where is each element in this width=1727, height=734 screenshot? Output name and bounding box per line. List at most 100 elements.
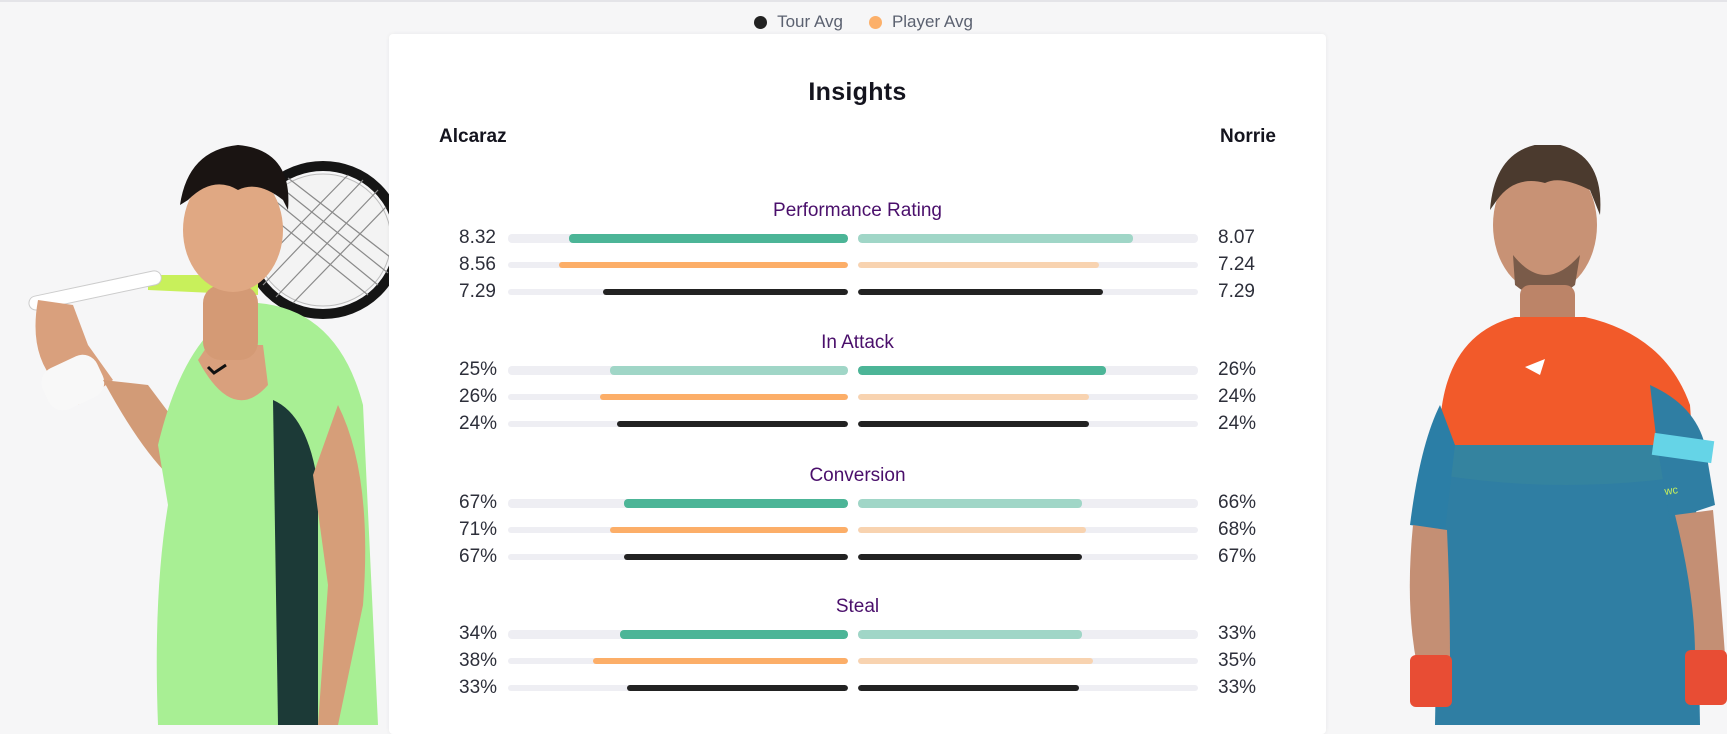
stat-bar-left <box>559 262 848 268</box>
stat-value-left: 25% <box>459 359 498 380</box>
stat-bar-track-right <box>858 527 1198 533</box>
stat-bar-track-left <box>508 629 848 639</box>
stat-value-left: 34% <box>459 623 498 644</box>
stat-bar-track-right <box>858 421 1198 427</box>
stat-row: 25% 26% <box>389 359 1326 381</box>
stat-bar-track-right <box>858 289 1198 295</box>
legend-label-tour-avg: Tour Avg <box>777 12 843 31</box>
stat-bar-right <box>858 262 1100 268</box>
stat-bar-track-left <box>508 527 848 533</box>
svg-text:wc: wc <box>1663 484 1679 498</box>
stat-bar-right <box>858 394 1090 400</box>
stat-group-title: Steal <box>835 596 880 617</box>
stat-row: 67% 66% <box>389 492 1326 514</box>
stat-bar-right <box>858 685 1079 691</box>
stat-bar-track-right <box>858 365 1198 375</box>
stat-group: Performance Rating 8.32 8.07 8.56 7.24 7.29 7.… <box>389 200 1326 320</box>
stat-value-left: 38% <box>459 650 498 671</box>
stat-row: 71% 68% <box>389 519 1326 541</box>
stat-value-right: 24% <box>1218 386 1257 407</box>
stat-bar-right <box>858 554 1083 560</box>
stat-bar-track-left <box>508 289 848 295</box>
stat-value-right: 67% <box>1218 546 1257 567</box>
stat-value-right: 7.24 <box>1218 254 1255 275</box>
stat-row: 8.32 8.07 <box>389 227 1326 249</box>
stat-group: Conversion 67% 66% 71% 68% 67% 67% <box>389 465 1326 585</box>
stat-bar-track-right <box>858 554 1198 560</box>
stat-value-right: 35% <box>1218 650 1257 671</box>
stat-value-left: 8.32 <box>459 227 496 248</box>
stat-value-right: 33% <box>1218 623 1257 644</box>
top-border <box>0 0 1727 2</box>
right-player-image: wc <box>1409 145 1727 725</box>
stat-bar-left <box>610 365 848 375</box>
stat-bar-left <box>623 498 848 508</box>
insights-card: Insights Alcaraz Norrie Performance Rati… <box>389 34 1326 734</box>
stat-bar-left <box>620 629 848 639</box>
tour-avg-dot-icon <box>754 15 768 29</box>
stat-bar-track-left <box>508 262 848 268</box>
stat-row: 24% 24% <box>389 413 1326 435</box>
stat-bar-track-right <box>858 629 1198 639</box>
stat-row: 26% 24% <box>389 386 1326 408</box>
stat-group-title: Performance Rating <box>773 200 942 221</box>
stat-bar-track-left <box>508 365 848 375</box>
stat-value-left: 67% <box>459 546 498 567</box>
stat-row: 33% 33% <box>389 677 1326 699</box>
stat-bar-track-right <box>858 658 1198 664</box>
legend-item-player-avg: Player Avg <box>868 12 973 32</box>
stat-bar-track-left <box>508 394 848 400</box>
stat-bar-left <box>616 421 848 427</box>
stat-value-left: 71% <box>459 519 498 540</box>
stat-bar-track-left <box>508 421 848 427</box>
stat-bar-track-right <box>858 233 1198 243</box>
stat-bar-right <box>858 658 1093 664</box>
stat-bar-left <box>623 554 848 560</box>
stat-bar-track-left <box>508 498 848 508</box>
stat-value-right: 66% <box>1218 492 1257 513</box>
legend-item-tour-avg: Tour Avg <box>754 12 843 32</box>
stat-row: 67% 67% <box>389 546 1326 568</box>
stat-value-right: 8.07 <box>1218 227 1255 248</box>
stat-bar-left <box>603 289 848 295</box>
stat-group-title: In Attack <box>821 332 894 353</box>
stat-bar-right <box>858 365 1107 375</box>
stat-group: In Attack 25% 26% 26% 24% 24% 24% <box>389 332 1326 452</box>
stat-value-left: 8.56 <box>459 254 496 275</box>
player-avg-dot-icon <box>868 15 882 29</box>
stat-bar-left <box>569 233 848 243</box>
stat-value-left: 26% <box>459 386 498 407</box>
stat-bar-track-left <box>508 658 848 664</box>
left-player-image <box>28 145 393 725</box>
stat-bar-right <box>858 527 1086 533</box>
stat-bar-right <box>858 233 1134 243</box>
legend-label-player-avg: Player Avg <box>891 12 973 31</box>
stat-bar-track-left <box>508 685 848 691</box>
stat-bar-left <box>599 394 848 400</box>
stat-group-title: Conversion <box>809 465 906 486</box>
stat-value-left: 7.29 <box>459 281 496 302</box>
stat-bar-left <box>610 527 848 533</box>
stat-value-right: 7.29 <box>1218 281 1255 302</box>
stat-bar-right <box>858 629 1083 639</box>
stat-bar-left <box>593 658 848 664</box>
stat-row: 34% 33% <box>389 623 1326 645</box>
stat-bar-right <box>858 421 1090 427</box>
stat-value-right: 24% <box>1218 413 1257 434</box>
stat-value-left: 24% <box>459 413 498 434</box>
stat-row: 7.29 7.29 <box>389 281 1326 303</box>
stat-group: Steal 34% 33% 38% 35% 33% 33% <box>389 596 1326 716</box>
stat-bar-track-left <box>508 233 848 243</box>
stat-bar-track-left <box>508 554 848 560</box>
legend: Tour Avg Player Avg <box>0 12 1727 32</box>
stat-bar-track-right <box>858 498 1198 508</box>
stat-bar-right <box>858 289 1103 295</box>
stat-value-left: 67% <box>459 492 498 513</box>
stat-bar-track-right <box>858 394 1198 400</box>
insights-title: Insights <box>808 78 907 106</box>
stat-bar-right <box>858 498 1083 508</box>
stat-row: 38% 35% <box>389 650 1326 672</box>
stat-bar-left <box>627 685 848 691</box>
player-left-name: Alcaraz <box>439 126 507 147</box>
stat-value-left: 33% <box>459 677 498 698</box>
